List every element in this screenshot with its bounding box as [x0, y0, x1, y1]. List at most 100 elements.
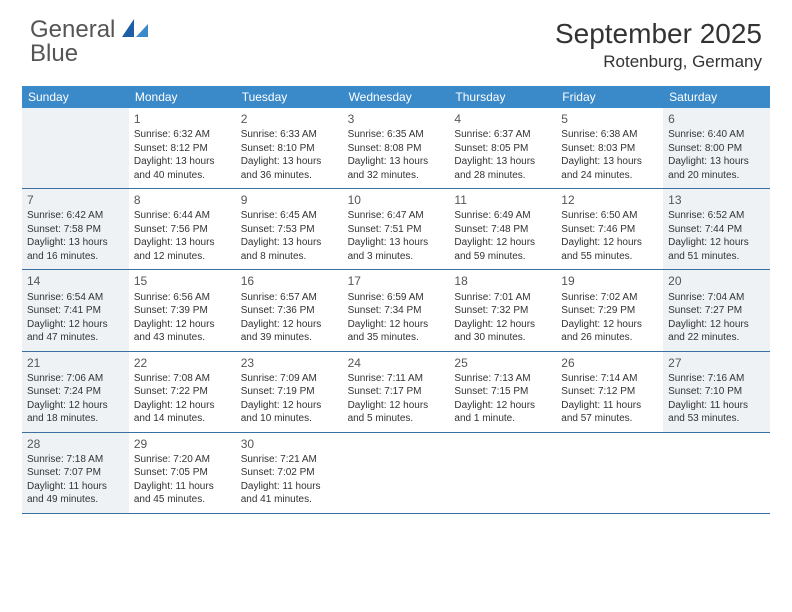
day-number: 8 [134, 192, 231, 208]
logo-text: General Blue [30, 18, 148, 66]
daylight2-text: and 53 minutes. [668, 412, 765, 426]
calendar-cell: 5Sunrise: 6:38 AMSunset: 8:03 PMDaylight… [556, 108, 663, 188]
week-row: 1Sunrise: 6:32 AMSunset: 8:12 PMDaylight… [22, 108, 770, 189]
day-number: 22 [134, 355, 231, 371]
daylight2-text: and 40 minutes. [134, 169, 231, 183]
dayname-sun: Sunday [22, 86, 129, 108]
logo-line1: General [30, 16, 115, 43]
daylight1-text: Daylight: 13 hours [348, 236, 445, 250]
calendar: Sunday Monday Tuesday Wednesday Thursday… [22, 86, 770, 514]
calendar-cell [556, 433, 663, 513]
day-number: 17 [348, 273, 445, 289]
calendar-cell: 3Sunrise: 6:35 AMSunset: 8:08 PMDaylight… [343, 108, 450, 188]
calendar-cell [449, 433, 556, 513]
calendar-cell: 13Sunrise: 6:52 AMSunset: 7:44 PMDayligh… [663, 189, 770, 269]
sunset-text: Sunset: 7:27 PM [668, 304, 765, 318]
location: Rotenburg, Germany [555, 52, 762, 72]
daylight1-text: Daylight: 13 hours [668, 155, 765, 169]
daylight1-text: Daylight: 11 hours [668, 399, 765, 413]
calendar-cell: 26Sunrise: 7:14 AMSunset: 7:12 PMDayligh… [556, 352, 663, 432]
sunset-text: Sunset: 7:22 PM [134, 385, 231, 399]
day-number: 14 [27, 273, 124, 289]
daylight2-text: and 20 minutes. [668, 169, 765, 183]
calendar-cell: 15Sunrise: 6:56 AMSunset: 7:39 PMDayligh… [129, 270, 236, 350]
calendar-cell: 28Sunrise: 7:18 AMSunset: 7:07 PMDayligh… [22, 433, 129, 513]
week-row: 14Sunrise: 6:54 AMSunset: 7:41 PMDayligh… [22, 270, 770, 351]
dayname-sat: Saturday [663, 86, 770, 108]
daylight2-text: and 22 minutes. [668, 331, 765, 345]
calendar-cell: 2Sunrise: 6:33 AMSunset: 8:10 PMDaylight… [236, 108, 343, 188]
daylight2-text: and 32 minutes. [348, 169, 445, 183]
sunrise-text: Sunrise: 7:21 AM [241, 453, 338, 467]
sunset-text: Sunset: 7:29 PM [561, 304, 658, 318]
day-number: 9 [241, 192, 338, 208]
calendar-cell: 6Sunrise: 6:40 AMSunset: 8:00 PMDaylight… [663, 108, 770, 188]
sunrise-text: Sunrise: 6:35 AM [348, 128, 445, 142]
sunrise-text: Sunrise: 7:20 AM [134, 453, 231, 467]
sunset-text: Sunset: 8:12 PM [134, 142, 231, 156]
dayname-fri: Friday [556, 86, 663, 108]
logo-line2: Blue [30, 40, 78, 67]
sunset-text: Sunset: 7:58 PM [27, 223, 124, 237]
day-number: 29 [134, 436, 231, 452]
calendar-cell: 30Sunrise: 7:21 AMSunset: 7:02 PMDayligh… [236, 433, 343, 513]
sunset-text: Sunset: 7:36 PM [241, 304, 338, 318]
title-block: September 2025 Rotenburg, Germany [555, 18, 762, 72]
daylight1-text: Daylight: 12 hours [241, 318, 338, 332]
daylight2-text: and 55 minutes. [561, 250, 658, 264]
day-number: 16 [241, 273, 338, 289]
sunset-text: Sunset: 7:34 PM [348, 304, 445, 318]
calendar-cell: 7Sunrise: 6:42 AMSunset: 7:58 PMDaylight… [22, 189, 129, 269]
dayname-tue: Tuesday [236, 86, 343, 108]
daylight1-text: Daylight: 12 hours [668, 318, 765, 332]
daylight1-text: Daylight: 12 hours [348, 318, 445, 332]
sunrise-text: Sunrise: 7:14 AM [561, 372, 658, 386]
day-number: 4 [454, 111, 551, 127]
daylight1-text: Daylight: 12 hours [348, 399, 445, 413]
dayname-wed: Wednesday [343, 86, 450, 108]
sunrise-text: Sunrise: 7:08 AM [134, 372, 231, 386]
sunrise-text: Sunrise: 6:56 AM [134, 291, 231, 305]
weeks-container: 1Sunrise: 6:32 AMSunset: 8:12 PMDaylight… [22, 108, 770, 514]
day-number: 27 [668, 355, 765, 371]
day-number: 12 [561, 192, 658, 208]
daylight2-text: and 30 minutes. [454, 331, 551, 345]
week-row: 28Sunrise: 7:18 AMSunset: 7:07 PMDayligh… [22, 433, 770, 514]
sunrise-text: Sunrise: 6:32 AM [134, 128, 231, 142]
daylight2-text: and 41 minutes. [241, 493, 338, 507]
logo: General Blue [30, 18, 148, 66]
calendar-cell: 21Sunrise: 7:06 AMSunset: 7:24 PMDayligh… [22, 352, 129, 432]
day-number: 19 [561, 273, 658, 289]
sunset-text: Sunset: 7:39 PM [134, 304, 231, 318]
day-number: 18 [454, 273, 551, 289]
calendar-cell: 4Sunrise: 6:37 AMSunset: 8:05 PMDaylight… [449, 108, 556, 188]
daylight1-text: Daylight: 12 hours [454, 318, 551, 332]
daylight2-text: and 39 minutes. [241, 331, 338, 345]
daylight1-text: Daylight: 12 hours [561, 236, 658, 250]
sunrise-text: Sunrise: 6:52 AM [668, 209, 765, 223]
daylight2-text: and 36 minutes. [241, 169, 338, 183]
daylight2-text: and 57 minutes. [561, 412, 658, 426]
calendar-cell: 1Sunrise: 6:32 AMSunset: 8:12 PMDaylight… [129, 108, 236, 188]
daylight2-text: and 10 minutes. [241, 412, 338, 426]
daylight1-text: Daylight: 12 hours [134, 318, 231, 332]
sunrise-text: Sunrise: 6:44 AM [134, 209, 231, 223]
daylight1-text: Daylight: 13 hours [134, 155, 231, 169]
daylight2-text: and 12 minutes. [134, 250, 231, 264]
sunset-text: Sunset: 7:17 PM [348, 385, 445, 399]
daylight2-text: and 49 minutes. [27, 493, 124, 507]
daylight2-text: and 43 minutes. [134, 331, 231, 345]
daylight1-text: Daylight: 13 hours [241, 236, 338, 250]
calendar-cell: 24Sunrise: 7:11 AMSunset: 7:17 PMDayligh… [343, 352, 450, 432]
daylight2-text: and 1 minute. [454, 412, 551, 426]
sunset-text: Sunset: 7:32 PM [454, 304, 551, 318]
sunset-text: Sunset: 8:05 PM [454, 142, 551, 156]
daylight2-text: and 45 minutes. [134, 493, 231, 507]
calendar-cell: 10Sunrise: 6:47 AMSunset: 7:51 PMDayligh… [343, 189, 450, 269]
sunrise-text: Sunrise: 6:47 AM [348, 209, 445, 223]
calendar-cell: 9Sunrise: 6:45 AMSunset: 7:53 PMDaylight… [236, 189, 343, 269]
calendar-cell [22, 108, 129, 188]
daylight1-text: Daylight: 12 hours [27, 399, 124, 413]
daylight2-text: and 28 minutes. [454, 169, 551, 183]
daylight1-text: Daylight: 12 hours [454, 236, 551, 250]
